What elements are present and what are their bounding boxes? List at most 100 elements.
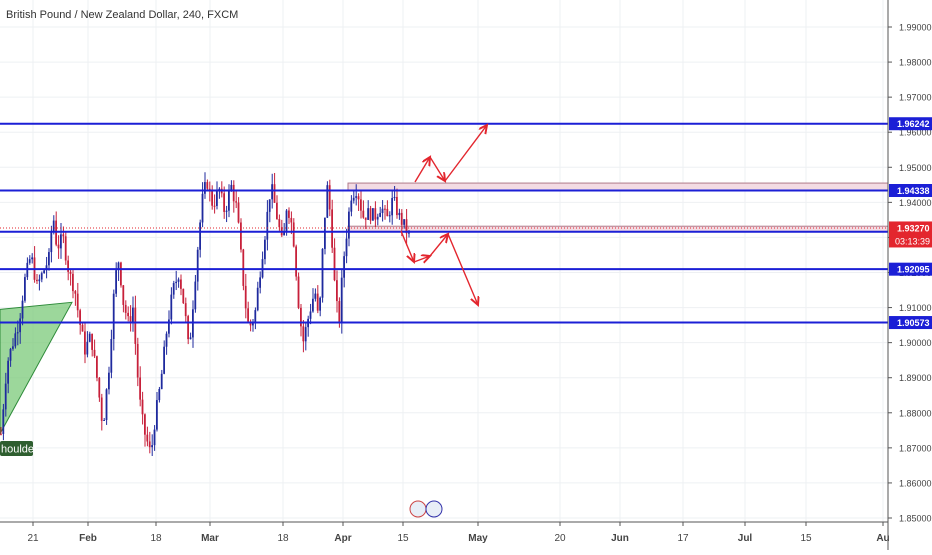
candle-body: [312, 298, 314, 312]
candle-body: [235, 201, 237, 203]
candle-body: [177, 279, 180, 282]
candle-body: [129, 316, 132, 324]
candle-body: [110, 339, 113, 373]
candle-body: [38, 279, 41, 282]
candle-body: [124, 304, 127, 313]
level-tag: 1.90573: [897, 318, 930, 328]
y-tick-label: 1.98000: [899, 58, 932, 68]
candle-body: [348, 211, 350, 239]
candle-body: [187, 316, 189, 340]
candle-body: [319, 297, 321, 311]
candle-body: [201, 193, 204, 223]
candle-body: [230, 184, 233, 191]
candle-body: [14, 333, 17, 347]
candle-body: [264, 239, 266, 260]
candle-body: [9, 348, 12, 361]
candle-body: [331, 209, 333, 248]
candle-body: [76, 293, 79, 311]
candle-body: [180, 279, 182, 289]
candle-body: [237, 202, 240, 223]
candle-body: [50, 231, 53, 253]
x-tick-label: 20: [554, 533, 566, 544]
level-tag: 1.96242: [897, 119, 930, 129]
pattern-label: houlder: [1, 444, 38, 456]
candle-body: [388, 215, 391, 217]
candle-body: [100, 397, 103, 421]
candle-body: [148, 441, 151, 448]
candle-body: [86, 341, 89, 355]
candle-body: [240, 222, 242, 250]
candle-body: [302, 326, 305, 342]
candle-body: [7, 360, 9, 384]
y-tick-label: 1.97000: [899, 93, 932, 103]
level-tag-box: [889, 262, 932, 276]
candle-body: [259, 277, 261, 288]
level-tag: 1.94338: [897, 186, 930, 196]
candle-body: [43, 270, 45, 274]
x-tick-label: Au: [876, 533, 889, 544]
candle-body: [165, 333, 168, 347]
candle-body: [345, 238, 348, 257]
projection-arrow: [429, 234, 448, 257]
candle-body: [134, 307, 137, 344]
candle-body: [163, 346, 165, 374]
candle-body: [108, 372, 110, 390]
candle-body: [252, 321, 254, 326]
x-tick-label: 21: [27, 533, 39, 544]
candle-body: [105, 389, 108, 420]
y-tick-label: 1.91000: [899, 303, 932, 313]
y-tick-label: 1.95000: [899, 163, 932, 173]
candle-body: [57, 244, 60, 249]
candle-body: [96, 356, 98, 378]
event-badge-icon[interactable]: [425, 500, 443, 518]
candle-body: [4, 383, 7, 410]
x-tick-label: 17: [677, 533, 689, 544]
candle-body: [28, 259, 31, 263]
candle-body: [158, 389, 161, 401]
candle-body: [218, 188, 221, 191]
candle-body: [24, 277, 26, 301]
candle-body: [170, 294, 173, 320]
x-tick-label: 15: [397, 533, 409, 544]
candle-body: [40, 273, 43, 280]
projection-arrow: [444, 125, 487, 182]
candle-body: [69, 271, 72, 274]
level-tag-box: [889, 117, 932, 131]
candle-body: [19, 318, 21, 333]
candle-body: [21, 300, 24, 319]
candle-body: [120, 262, 122, 286]
candle-body: [98, 377, 101, 398]
countdown-tag: 03:13:39: [895, 236, 930, 246]
candle-body: [328, 185, 331, 210]
candle-body: [300, 307, 302, 327]
event-badge-icon[interactable]: [409, 500, 427, 518]
candle-body: [175, 281, 177, 284]
pattern-label-box: [0, 441, 33, 456]
candle-body: [36, 279, 38, 282]
candle-body: [132, 307, 134, 324]
candle-body: [184, 303, 187, 317]
x-tick-label: Mar: [201, 533, 219, 544]
candle-body: [139, 377, 141, 400]
y-tick-label: 1.96000: [899, 128, 932, 138]
candle-body: [405, 219, 408, 234]
y-tick-label: 1.94000: [899, 198, 932, 208]
candle-body: [254, 310, 257, 322]
candle-body: [228, 190, 230, 211]
candle-body: [396, 196, 398, 216]
candle-body: [333, 247, 336, 281]
candle-body: [297, 276, 300, 308]
level-tag-box: [889, 316, 932, 330]
candle-body: [403, 219, 405, 225]
candle-body: [372, 208, 374, 221]
candle-body: [271, 184, 273, 200]
candle-body: [316, 293, 319, 311]
y-tick-label: 1.90000: [899, 338, 932, 348]
current-price-box: [889, 221, 932, 248]
level-tag: 1.92095: [897, 265, 930, 275]
projection-arrow: [447, 233, 478, 305]
candle-body: [213, 205, 216, 207]
chart-title: British Pound / New Zealand Dollar, 240,…: [6, 9, 239, 21]
